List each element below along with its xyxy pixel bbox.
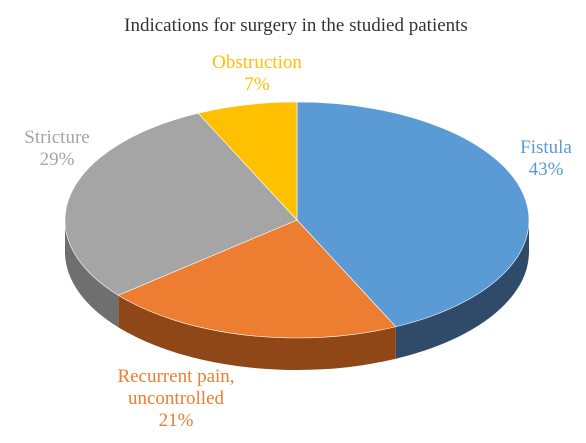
pie-slice-3 bbox=[64, 112, 298, 296]
pie-sides bbox=[65, 220, 529, 370]
slice-value-4: 7% bbox=[244, 74, 270, 95]
pie-top-faces bbox=[64, 101, 530, 339]
pie-slice-1 bbox=[296, 101, 530, 328]
chart-title: Indications for surgery in the studied p… bbox=[124, 15, 468, 36]
pie-side-2 bbox=[118, 295, 396, 370]
pie-slice-2 bbox=[117, 219, 397, 339]
slice-name-4: Obstruction bbox=[212, 52, 302, 73]
slice-label-1: Fistula 43% bbox=[520, 137, 572, 180]
slice-name-3: Stricture bbox=[24, 127, 89, 148]
slice-name-1: Fistula bbox=[520, 137, 572, 158]
pie-side-3 bbox=[65, 220, 119, 328]
slice-value-3: 29% bbox=[40, 149, 75, 170]
slice-label-2: Recurrent pain, uncontrolled 21% bbox=[117, 366, 234, 431]
slice-value-1: 43% bbox=[529, 159, 564, 180]
slice-name-2: Recurrent pain, bbox=[117, 366, 234, 387]
slice-value-2: 21% bbox=[159, 410, 194, 431]
slice-name-2: uncontrolled bbox=[128, 388, 225, 409]
pie-labels: Fistula 43% Recurrent pain, uncontrolled 21%… bbox=[24, 52, 572, 431]
pie-slice-4 bbox=[197, 101, 298, 221]
slice-label-4: Obstruction 7% bbox=[212, 52, 302, 95]
slice-label-3: Stricture 29% bbox=[24, 127, 89, 170]
pie-side-1 bbox=[395, 220, 529, 359]
